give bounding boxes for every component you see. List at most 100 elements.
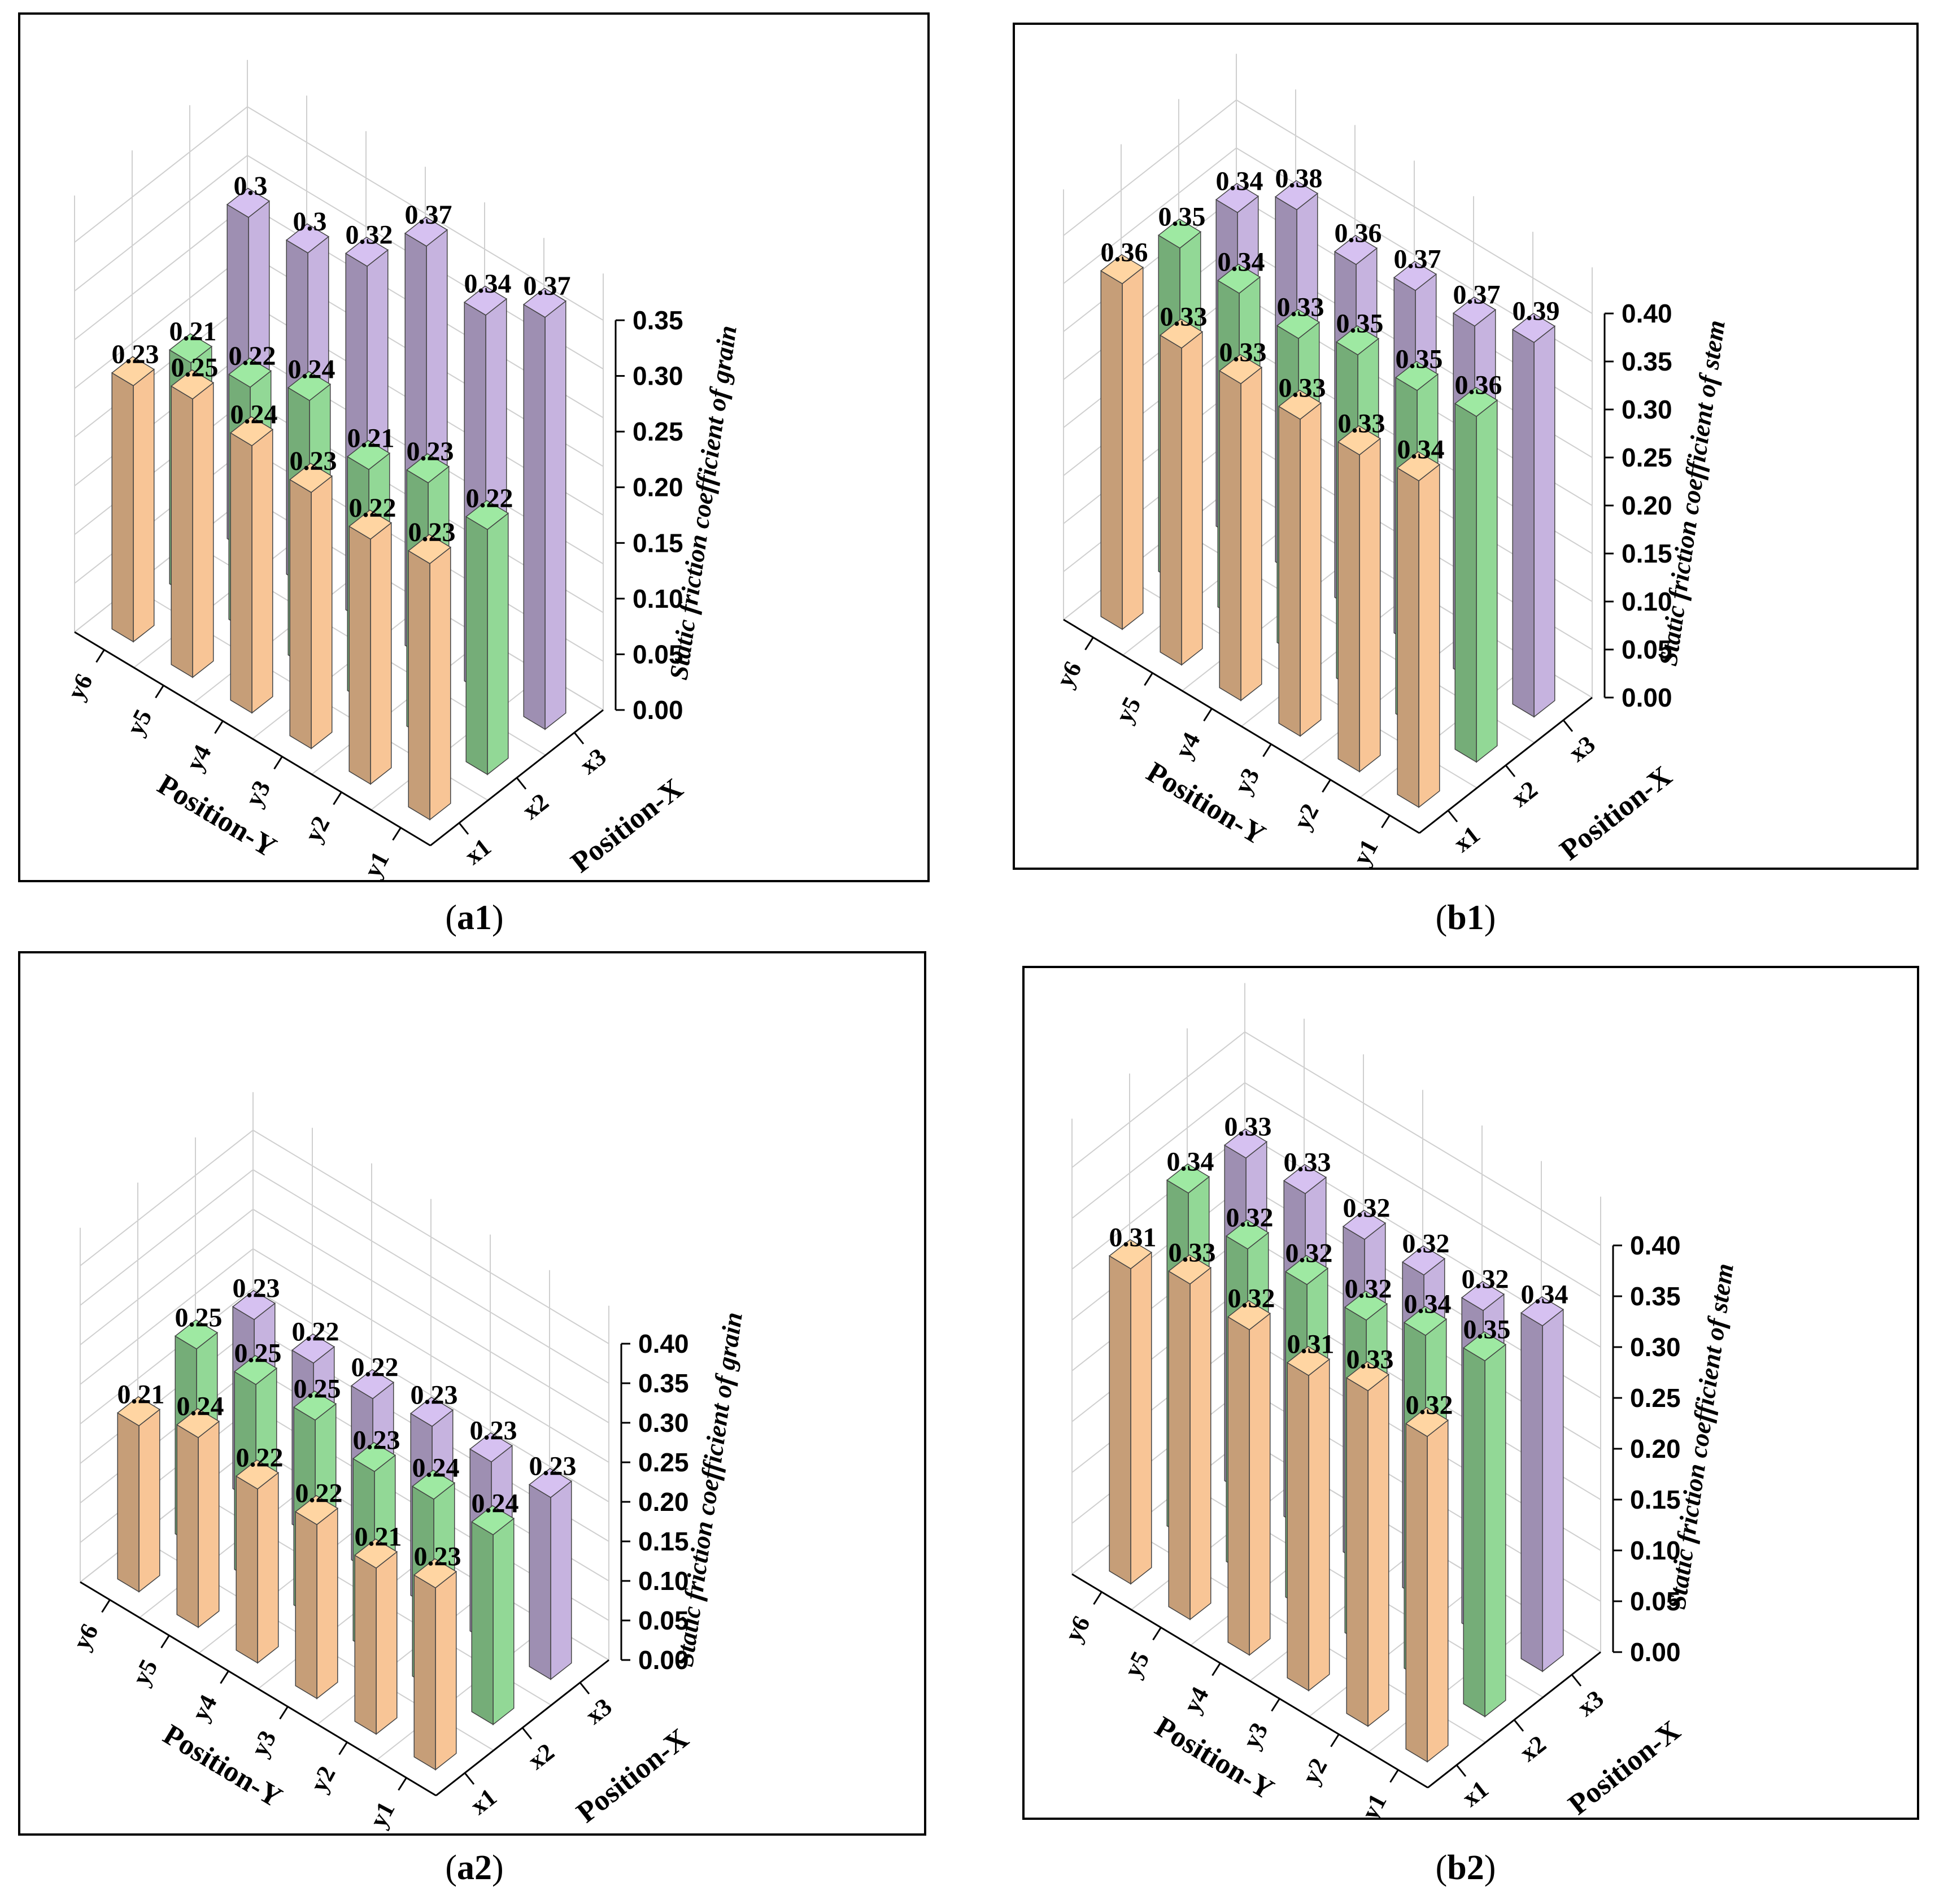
bar-face-top: [1344, 1290, 1388, 1321]
data-label-x3-y6: 0.33: [1224, 1112, 1272, 1142]
y-tick: [1262, 743, 1272, 757]
bar-face-front: [487, 512, 509, 775]
bars: [1100, 180, 1556, 808]
gridline: [139, 1482, 313, 1618]
bar-face-top: [111, 356, 155, 386]
z-tick-label: 0.25: [1630, 1383, 1681, 1413]
x-tick-label: x1: [1449, 821, 1485, 858]
bar-face-front: [138, 1408, 160, 1593]
z-tick-label: 0.00: [1622, 683, 1672, 712]
bar-face-front: [493, 1517, 515, 1726]
bar-x3-y1: [522, 287, 567, 730]
bar-face-top: [407, 534, 452, 564]
z-tick-label: 0.40: [1630, 1231, 1681, 1260]
bar-face-front: [1359, 437, 1381, 773]
bar-x2-y1: [470, 1505, 515, 1726]
y-tick: [1211, 1662, 1221, 1676]
x-axis-title: Position-X: [1562, 1715, 1686, 1820]
bar-face-top: [1454, 386, 1498, 417]
bar-face-front: [1427, 1419, 1449, 1763]
data-label-x3-y5: 0.33: [1284, 1148, 1331, 1178]
bar-face-top: [1166, 1163, 1210, 1194]
bar-face-top: [229, 416, 274, 447]
data-label-x2-y2: 0.34: [1404, 1289, 1452, 1319]
panel-frame: [18, 12, 930, 882]
bar-face-front: [311, 475, 333, 750]
data-label-x3-y4: 0.36: [1335, 219, 1382, 249]
bar-face-top: [469, 1432, 513, 1463]
data-label-x1-y2: 0.22: [349, 493, 396, 523]
gridline: [1241, 590, 1415, 727]
gridline: [1190, 1509, 1364, 1646]
bar-face-top: [1225, 1219, 1270, 1250]
data-label-x1-y1: 0.34: [1397, 435, 1445, 465]
bar-face-front: [1484, 1343, 1506, 1718]
data-label-x2-y3: 0.32: [1345, 1274, 1392, 1304]
y-tick: [101, 1599, 111, 1613]
y-axis-line: [80, 1581, 437, 1797]
bar-face-front: [251, 428, 273, 714]
x-tick-label: x1: [460, 833, 496, 870]
gridline: [1063, 483, 1237, 620]
caption-b2: (b2): [1435, 1849, 1496, 1887]
data-label-x2-y4: 0.24: [288, 354, 335, 384]
bar-x1-y6: [1108, 1239, 1153, 1585]
chart-b1: 0.000.050.100.150.200.250.300.350.40Stat…: [1013, 23, 1919, 870]
bar-face-top: [235, 1459, 280, 1490]
bar-face-side: [1512, 329, 1535, 718]
z-tick-label: 0.20: [633, 473, 683, 502]
bar-face-side: [471, 1521, 494, 1726]
z-tick-label: 0.35: [638, 1369, 689, 1398]
bar-face-side: [176, 1424, 199, 1628]
gridline: [1359, 661, 1533, 798]
x-tick: [516, 777, 527, 790]
bar-x1-y6: [111, 356, 155, 643]
z-tick-label: 0.05: [1622, 635, 1672, 664]
chart-a2: 0.000.050.100.150.200.250.300.350.40Stat…: [18, 951, 926, 1836]
data-label-x1-y6: 0.36: [1101, 238, 1148, 268]
y-tick-label: y5: [1110, 692, 1147, 727]
gridline: [376, 1624, 550, 1761]
data-label-x3-y1: 0.34: [1521, 1280, 1568, 1310]
data-label-x2-y1: 0.22: [466, 483, 513, 513]
y-tick: [338, 1741, 348, 1755]
y-tick-label: y2: [299, 812, 335, 847]
z-tick-label: 0.35: [633, 306, 683, 335]
x-axis-title: Position-X: [565, 773, 688, 879]
bars: [1108, 1128, 1564, 1763]
data-label-x3-y3: 0.37: [1394, 245, 1441, 275]
bar-face-side: [295, 1511, 317, 1700]
y-tick: [1389, 1769, 1399, 1783]
bar-face-front: [1240, 366, 1262, 702]
y-tick-label: y2: [1297, 1754, 1333, 1789]
bar-face-side: [289, 478, 312, 750]
gridline: [198, 1517, 372, 1654]
bar-face-top: [294, 1495, 339, 1526]
bar-face-front: [550, 1480, 572, 1680]
y-tick: [214, 720, 224, 734]
y-tick: [1322, 779, 1331, 793]
data-label-x3-y2: 0.37: [1453, 280, 1501, 310]
y-tick: [1381, 814, 1391, 829]
data-label-x1-y3: 0.33: [1279, 373, 1326, 403]
gridline: [1122, 519, 1296, 656]
data-label-x3-y4: 0.22: [351, 1353, 399, 1383]
z-tick-label: 0.35: [1630, 1282, 1681, 1311]
x-tick-label: x3: [581, 1693, 617, 1730]
z-tick-label: 0.05: [1630, 1587, 1681, 1616]
z-tick-label: 0.10: [1630, 1536, 1681, 1565]
bar-face-side: [111, 372, 134, 643]
data-label-x2-y5: 0.32: [1226, 1203, 1274, 1233]
bar-face-top: [1394, 360, 1439, 391]
data-label-x2-y4: 0.33: [1277, 293, 1324, 323]
gridline: [1300, 626, 1474, 763]
bar-face-top: [1461, 1280, 1505, 1312]
y-tick-label: y6: [62, 669, 98, 704]
bar-x1-y2: [1337, 425, 1381, 773]
y-tick: [1271, 1698, 1280, 1712]
bar-face-top: [1396, 451, 1441, 482]
bar-face-side: [117, 1412, 140, 1593]
z-tick-label: 0.20: [638, 1487, 689, 1517]
gridline: [258, 1553, 432, 1689]
bar-face-top: [168, 333, 213, 364]
